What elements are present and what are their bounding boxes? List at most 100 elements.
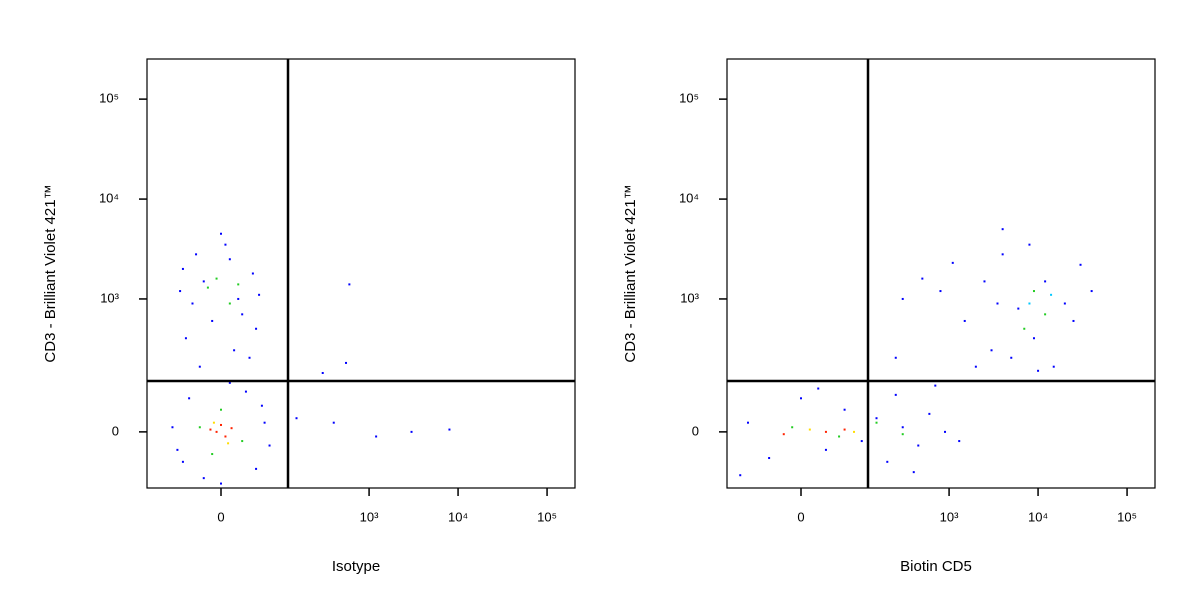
dot xyxy=(951,261,954,264)
y-tick-label: 0 xyxy=(692,423,699,438)
dot xyxy=(211,319,214,322)
dot xyxy=(800,397,803,400)
dot xyxy=(198,365,201,368)
dot xyxy=(990,349,993,352)
dot xyxy=(212,421,215,424)
dot xyxy=(912,471,915,474)
dot xyxy=(886,460,889,463)
dot xyxy=(237,283,240,286)
dot xyxy=(838,435,841,438)
dot xyxy=(1090,290,1093,293)
dot xyxy=(894,393,897,396)
y-tick-label: 10⁵ xyxy=(679,91,699,106)
dot xyxy=(224,243,227,246)
dot xyxy=(220,408,223,411)
dot xyxy=(410,430,413,433)
dot xyxy=(996,302,999,305)
dot xyxy=(1028,302,1031,305)
dot xyxy=(791,426,794,429)
dot xyxy=(1023,327,1026,330)
x-tick-label: 10⁴ xyxy=(448,509,468,524)
x-tick-label: 0 xyxy=(797,509,804,524)
dot xyxy=(1037,369,1040,372)
dot xyxy=(375,435,378,438)
dot xyxy=(220,423,223,426)
dot xyxy=(228,381,231,384)
dot xyxy=(260,404,263,407)
dot xyxy=(248,356,251,359)
y-tick-label: 10³ xyxy=(680,290,699,305)
dot xyxy=(1032,290,1035,293)
dot xyxy=(188,397,191,400)
dot xyxy=(295,417,298,420)
dot xyxy=(1017,307,1020,310)
x-tick-label: 10⁵ xyxy=(537,509,557,524)
dot xyxy=(875,417,878,420)
dot xyxy=(746,421,749,424)
dot xyxy=(939,290,942,293)
dot xyxy=(808,428,811,431)
dot xyxy=(241,313,244,316)
y-tick-label: 10⁴ xyxy=(679,191,699,206)
dot xyxy=(251,272,254,275)
dot xyxy=(983,280,986,283)
dot xyxy=(215,277,218,280)
x-tick-label: 10³ xyxy=(940,509,959,524)
dot xyxy=(202,280,205,283)
dot xyxy=(321,371,324,374)
dot xyxy=(448,428,451,431)
dot xyxy=(258,293,261,296)
y-axis-label: CD3 - Brilliant Violet 421™ xyxy=(622,184,639,362)
dot xyxy=(206,286,209,289)
dot xyxy=(921,277,924,280)
dot xyxy=(215,430,218,433)
dot xyxy=(1079,263,1082,266)
dot xyxy=(191,302,194,305)
dot xyxy=(824,448,827,451)
dot xyxy=(843,408,846,411)
dot xyxy=(843,428,846,431)
x-tick-label: 10⁴ xyxy=(1028,509,1048,524)
dot xyxy=(179,290,182,293)
dot xyxy=(348,283,351,286)
y-tick-label: 10⁴ xyxy=(99,191,119,206)
dot xyxy=(228,302,231,305)
y-tick-label: 10³ xyxy=(100,290,119,305)
dot xyxy=(345,361,348,364)
dot xyxy=(332,421,335,424)
dot xyxy=(853,430,856,433)
dot xyxy=(181,460,184,463)
dot xyxy=(958,440,961,443)
dot xyxy=(171,426,174,429)
x-tick-label: 0 xyxy=(217,509,224,524)
dot xyxy=(817,387,820,390)
dot xyxy=(237,297,240,300)
dot xyxy=(875,421,878,424)
plot-frame xyxy=(726,58,1156,489)
dot xyxy=(1063,302,1066,305)
dot xyxy=(917,444,920,447)
dot xyxy=(944,430,947,433)
x-axis-label: Biotin CD5 xyxy=(900,558,972,575)
dot xyxy=(220,232,223,235)
dot xyxy=(1001,228,1004,231)
dot xyxy=(228,258,231,261)
dot xyxy=(974,365,977,368)
y-axis-label: CD3 - Brilliant Violet 421™ xyxy=(42,184,59,362)
dot xyxy=(1072,319,1075,322)
dot xyxy=(894,356,897,359)
dot xyxy=(224,435,227,438)
dot xyxy=(1028,243,1031,246)
dot xyxy=(263,421,266,424)
dot xyxy=(901,433,904,436)
dot xyxy=(230,427,233,430)
dot xyxy=(220,482,223,485)
dot xyxy=(1001,253,1004,256)
dot xyxy=(268,444,271,447)
dot xyxy=(176,448,179,451)
dot xyxy=(1052,365,1055,368)
dot xyxy=(1044,313,1047,316)
x-axis-label: Isotype xyxy=(332,558,380,575)
x-tick-label: 10⁵ xyxy=(1117,509,1137,524)
